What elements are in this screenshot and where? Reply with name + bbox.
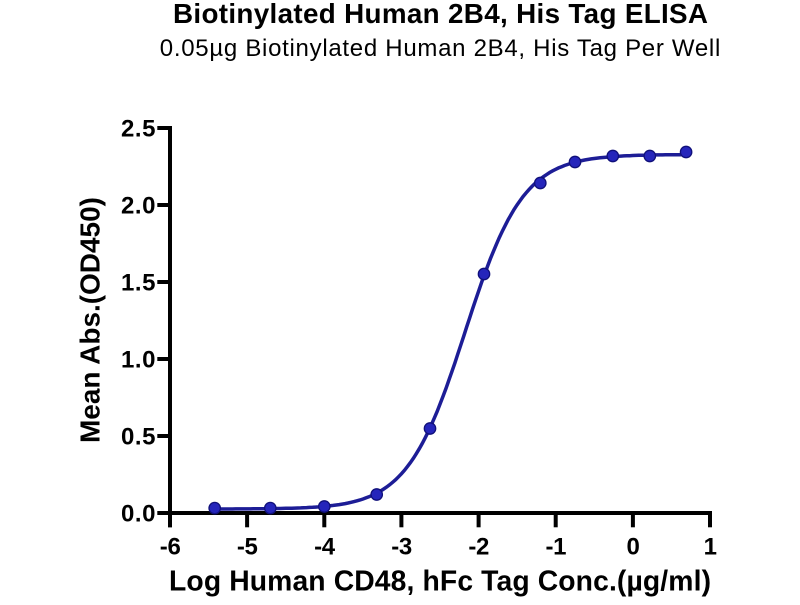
svg-text:2.5: 2.5 (121, 116, 156, 143)
svg-text:0.05µg Biotinylated Human 2B4,: 0.05µg Biotinylated Human 2B4, His Tag P… (160, 35, 721, 62)
svg-text:0.0: 0.0 (121, 501, 156, 528)
svg-text:-3: -3 (391, 534, 412, 561)
svg-text:-1: -1 (546, 534, 567, 561)
svg-text:1.5: 1.5 (121, 270, 156, 297)
svg-text:0: 0 (627, 534, 640, 561)
svg-text:1.0: 1.0 (121, 347, 156, 374)
svg-text:Mean Abs.(OD450): Mean Abs.(OD450) (75, 197, 106, 443)
svg-text:1: 1 (704, 534, 717, 561)
svg-text:-5: -5 (237, 534, 258, 561)
svg-text:-2: -2 (468, 534, 489, 561)
svg-text:2.0: 2.0 (121, 193, 156, 220)
svg-text:-6: -6 (160, 534, 181, 561)
svg-text:0.5: 0.5 (121, 424, 156, 451)
svg-text:-4: -4 (314, 534, 336, 561)
svg-text:Biotinylated Human 2B4, His Ta: Biotinylated Human 2B4, His Tag ELISA (173, 0, 708, 29)
svg-text:Log Human CD48, hFc Tag Conc.(: Log Human CD48, hFc Tag Conc.(µg/ml) (169, 565, 711, 597)
